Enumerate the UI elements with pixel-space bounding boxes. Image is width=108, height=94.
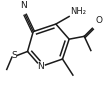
- Text: NH₂: NH₂: [70, 7, 86, 16]
- Text: N: N: [20, 1, 27, 10]
- Text: O: O: [96, 16, 103, 25]
- Text: N: N: [37, 62, 44, 71]
- Text: S: S: [11, 51, 17, 60]
